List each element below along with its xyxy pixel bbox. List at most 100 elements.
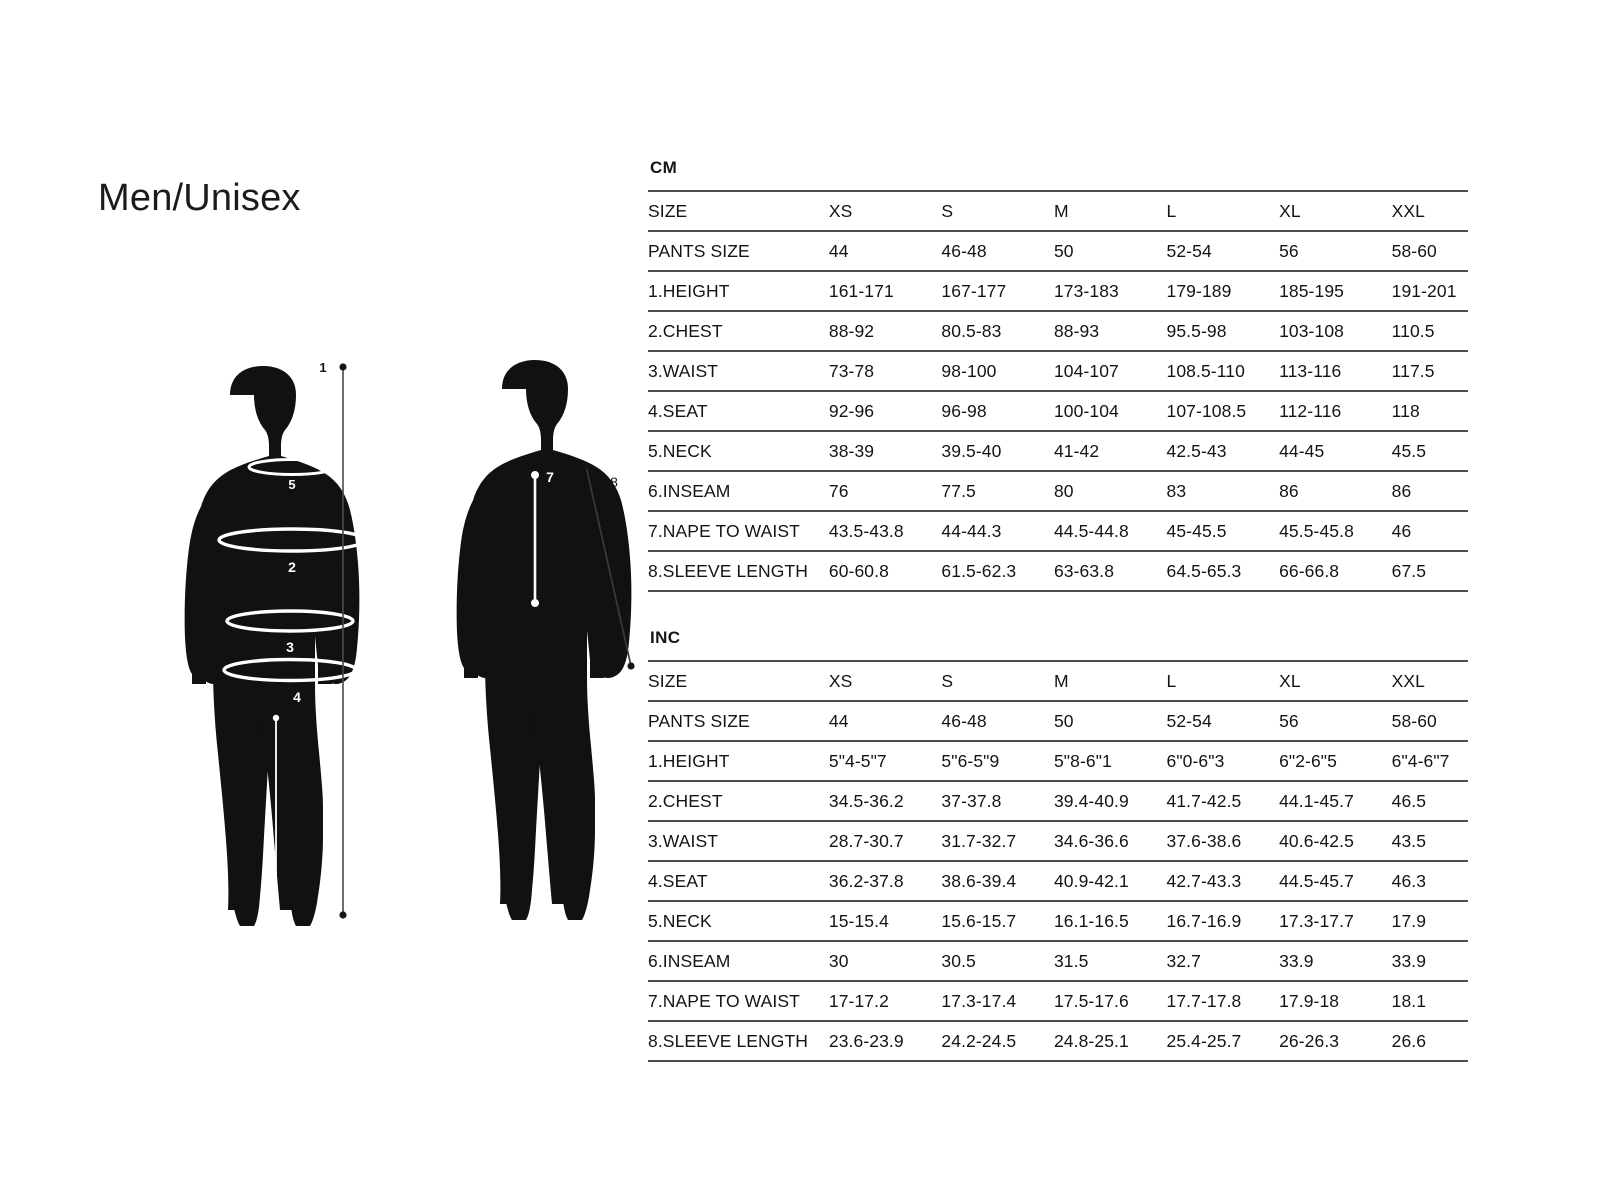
cell-value: 5"6-5"9 <box>941 740 1054 781</box>
row-label: PANTS SIZE <box>648 230 829 271</box>
row-label: 5.NECK <box>648 900 829 941</box>
cell-value: 41.7-42.5 <box>1166 780 1280 821</box>
cell-value: 104-107 <box>1053 350 1167 391</box>
cell-value: 6"4-6"7 <box>1391 740 1468 781</box>
front-silhouette <box>184 366 360 926</box>
cell-value: 41-42 <box>1053 430 1167 471</box>
cell-value: 44-44.3 <box>941 510 1054 551</box>
inc-unit-title: INC <box>650 628 681 647</box>
cell-value: 46-48 <box>941 700 1054 741</box>
cell-value: 76 <box>828 470 942 511</box>
cell-value: 40.9-42.1 <box>1053 860 1167 901</box>
arrow-label-1: 1 <box>319 360 326 375</box>
cell-value: 43.5 <box>1391 820 1468 861</box>
cell-value: 100-104 <box>1053 390 1167 431</box>
cell-value: 45-45.5 <box>1166 510 1280 551</box>
cell-value: 26-26.3 <box>1279 1020 1392 1062</box>
col-header-xl: XL <box>1279 660 1392 701</box>
cell-value: 44.1-45.7 <box>1279 780 1392 821</box>
row-label: 1.HEIGHT <box>648 270 829 311</box>
arrow-inseam-6 <box>272 714 280 914</box>
table-row: 5.NECK 15-15.4 15.6-15.7 16.1-16.5 16.7-16.9… <box>648 900 1468 941</box>
col-header-s: S <box>941 660 1054 701</box>
page-title: Men/Unisex <box>98 177 301 220</box>
table-row: PANTS SIZE 44 46-48 50 52-54 56 58-60 <box>648 230 1468 271</box>
cell-value: 31.5 <box>1053 940 1167 981</box>
cell-value: 17.7-17.8 <box>1166 980 1280 1021</box>
cell-value: 5"4-5"7 <box>828 740 942 781</box>
inc-table-block: INC SIZE XS S M L XL XXL PANTS SIZE 44 46-… <box>648 628 1468 1062</box>
table-row: 4.SEAT 36.2-37.8 38.6-39.4 40.9-42.1 42.7-43… <box>648 860 1468 901</box>
cell-value: 46.5 <box>1391 780 1468 821</box>
cell-value: 24.2-24.5 <box>941 1020 1054 1062</box>
cell-value: 60-60.8 <box>828 550 942 592</box>
cell-value: 30 <box>828 940 942 981</box>
cell-value: 15-15.4 <box>828 900 942 941</box>
cell-value: 5"8-6"1 <box>1053 740 1167 781</box>
cell-value: 110.5 <box>1391 310 1468 351</box>
arrow-height-1: 1 <box>319 360 347 919</box>
cell-value: 185-195 <box>1279 270 1392 311</box>
cm-size-table: SIZE XS S M L XL XXL PANTS SIZE 44 46-48 50… <box>648 190 1468 592</box>
arrow-sleeve-length-8: 8 <box>582 462 635 670</box>
cell-value: 52-54 <box>1166 230 1280 271</box>
cell-value: 173-183 <box>1053 270 1167 311</box>
cell-value: 44.5-45.7 <box>1279 860 1392 901</box>
table-row: 7.NAPE TO WAIST 17-17.2 17.3-17.4 17.5-17.6… <box>648 980 1468 1021</box>
ring-label-3: 3 <box>286 639 294 655</box>
cell-value: 42.7-43.3 <box>1166 860 1280 901</box>
table-row: 7.NAPE TO WAIST 43.5-43.8 44-44.3 44.5-44.8… <box>648 510 1468 551</box>
cell-value: 66-66.8 <box>1279 550 1392 592</box>
table-row: 1.HEIGHT 5"4-5"7 5"6-5"9 5"8-6"1 6"0-6"3 6"2-… <box>648 740 1468 781</box>
cell-value: 56 <box>1279 700 1392 741</box>
table-row: 2.CHEST 34.5-36.2 37-37.8 39.4-40.9 41.7-42.… <box>648 780 1468 821</box>
table-row: 6.INSEAM 76 77.5 80 83 86 86 <box>648 470 1468 511</box>
cell-value: 17.3-17.4 <box>941 980 1054 1021</box>
cell-value: 117.5 <box>1391 350 1468 391</box>
cell-value: 112-116 <box>1279 390 1392 431</box>
back-silhouette <box>456 360 632 920</box>
cell-value: 83 <box>1166 470 1280 511</box>
cell-value: 191-201 <box>1391 270 1468 311</box>
cell-value: 167-177 <box>941 270 1054 311</box>
cell-value: 26.6 <box>1391 1020 1468 1062</box>
cell-value: 44-45 <box>1279 430 1392 471</box>
cell-value: 46 <box>1391 510 1468 551</box>
cell-value: 86 <box>1279 470 1392 511</box>
table-row: 4.SEAT 92-96 96-98 100-104 107-108.5 112-116 1… <box>648 390 1468 431</box>
cell-value: 39.4-40.9 <box>1053 780 1167 821</box>
col-header-l: L <box>1166 660 1280 701</box>
cell-value: 32.7 <box>1166 940 1280 981</box>
cell-value: 6"2-6"5 <box>1279 740 1392 781</box>
cell-value: 96-98 <box>941 390 1054 431</box>
cell-value: 18.1 <box>1391 980 1468 1021</box>
col-header-xs: XS <box>828 660 942 701</box>
table-row: 5.NECK 38-39 39.5-40 41-42 42.5-43 44-45 45.5 <box>648 430 1468 471</box>
row-label: 7.NAPE TO WAIST <box>648 510 829 551</box>
cell-value: 24.8-25.1 <box>1053 1020 1167 1062</box>
cell-value: 38-39 <box>828 430 942 471</box>
cm-table-body: PANTS SIZE 44 46-48 50 52-54 56 58-60 1.HEIGHT 1… <box>648 230 1468 592</box>
cell-value: 92-96 <box>828 390 942 431</box>
cell-value: 61.5-62.3 <box>941 550 1054 592</box>
ring-label-4: 4 <box>293 689 301 705</box>
cell-value: 56 <box>1279 230 1392 271</box>
ring-neck-5: 5 <box>247 458 337 492</box>
cell-value: 36.2-37.8 <box>828 860 942 901</box>
cell-value: 64.5-65.3 <box>1166 550 1280 592</box>
row-label: 3.WAIST <box>648 820 829 861</box>
cell-value: 6"0-6"3 <box>1166 740 1280 781</box>
inc-table-body: PANTS SIZE 44 46-48 50 52-54 56 58-60 1.HEIGHT 5… <box>648 700 1468 1062</box>
row-label: 1.HEIGHT <box>648 740 829 781</box>
cell-value: 34.6-36.6 <box>1053 820 1167 861</box>
cell-value: 44 <box>828 700 942 741</box>
cell-value: 31.7-32.7 <box>941 820 1054 861</box>
cell-value: 46-48 <box>941 230 1054 271</box>
cm-table-block: CM SIZE XS S M L XL XXL PANTS SIZE 44 46-4… <box>648 158 1468 592</box>
cell-value: 28.7-30.7 <box>828 820 942 861</box>
col-header-m: M <box>1053 190 1167 231</box>
cell-value: 58-60 <box>1391 230 1468 271</box>
cell-value: 17.9 <box>1391 900 1468 941</box>
table-header-row: SIZE XS S M L XL XXL <box>648 660 1468 701</box>
table-row: PANTS SIZE 44 46-48 50 52-54 56 58-60 <box>648 700 1468 741</box>
